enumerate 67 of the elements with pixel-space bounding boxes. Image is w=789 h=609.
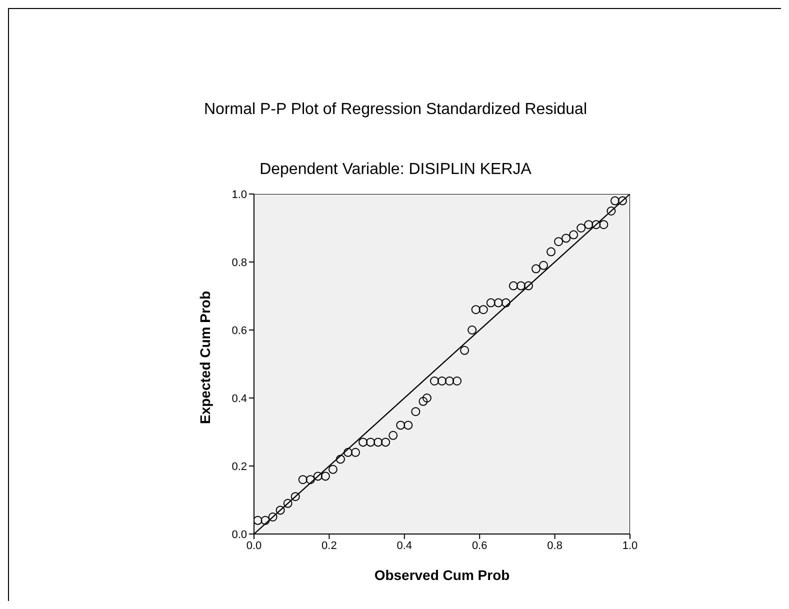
point xyxy=(366,438,376,447)
point xyxy=(606,206,616,216)
point xyxy=(445,376,454,386)
point xyxy=(569,230,578,240)
point xyxy=(388,430,398,440)
x-axis-title: Observed Cum Prob xyxy=(374,567,510,583)
y-tick-label: 0.8 xyxy=(232,256,247,269)
y-axis-title: Expected Cum Prob xyxy=(196,290,213,424)
point xyxy=(320,472,330,481)
point xyxy=(494,298,503,308)
point xyxy=(430,376,439,386)
point xyxy=(452,376,462,386)
y-tick-label: 1.0 xyxy=(232,188,247,201)
point xyxy=(411,407,420,416)
point xyxy=(438,376,446,386)
point xyxy=(283,498,292,508)
x-tick-label: 0.0 xyxy=(246,540,262,552)
point xyxy=(358,438,368,447)
point xyxy=(351,448,360,457)
point xyxy=(508,281,518,290)
point xyxy=(486,298,496,308)
point xyxy=(618,196,627,206)
point xyxy=(460,346,470,355)
point xyxy=(313,472,322,481)
point xyxy=(516,281,526,290)
point xyxy=(562,234,571,243)
point xyxy=(524,281,533,290)
point xyxy=(539,260,548,270)
x-tick-label: 0.8 xyxy=(547,540,562,552)
point xyxy=(254,516,262,525)
point xyxy=(298,475,308,484)
point xyxy=(290,492,300,502)
point xyxy=(381,438,390,447)
point xyxy=(418,396,428,406)
point xyxy=(404,420,413,430)
point xyxy=(268,512,278,522)
chart-subtitle: Dependent Variable: DISIPLIN KERJA xyxy=(258,161,532,179)
point xyxy=(422,394,432,402)
point xyxy=(599,220,608,230)
point xyxy=(471,305,480,314)
point xyxy=(260,516,270,525)
point xyxy=(468,326,477,334)
point xyxy=(276,506,285,515)
x-tick-label: 0.2 xyxy=(322,540,337,552)
point xyxy=(610,196,620,206)
x-tick-label: 0.4 xyxy=(396,540,412,552)
point xyxy=(478,305,488,314)
y-tick-label: 0.2 xyxy=(232,460,247,473)
point xyxy=(501,298,510,308)
point xyxy=(546,247,556,256)
point xyxy=(328,464,338,474)
y-tick-label: 0.0 xyxy=(232,528,247,541)
y-tick-label: 0.6 xyxy=(232,324,247,337)
point xyxy=(554,237,564,246)
y-tick-label: 0.4 xyxy=(232,392,247,405)
x-tick-label: 1.0 xyxy=(622,540,638,552)
point xyxy=(374,438,383,447)
point xyxy=(592,220,601,230)
point xyxy=(344,448,352,457)
point xyxy=(306,475,315,484)
point xyxy=(532,264,540,274)
point xyxy=(336,454,345,464)
x-tick-label: 0.6 xyxy=(472,540,488,552)
point xyxy=(576,224,586,232)
point xyxy=(584,220,594,230)
point xyxy=(396,420,406,430)
chart-title: Normal P-P Plot of Regression Standardized Residual xyxy=(202,101,588,119)
